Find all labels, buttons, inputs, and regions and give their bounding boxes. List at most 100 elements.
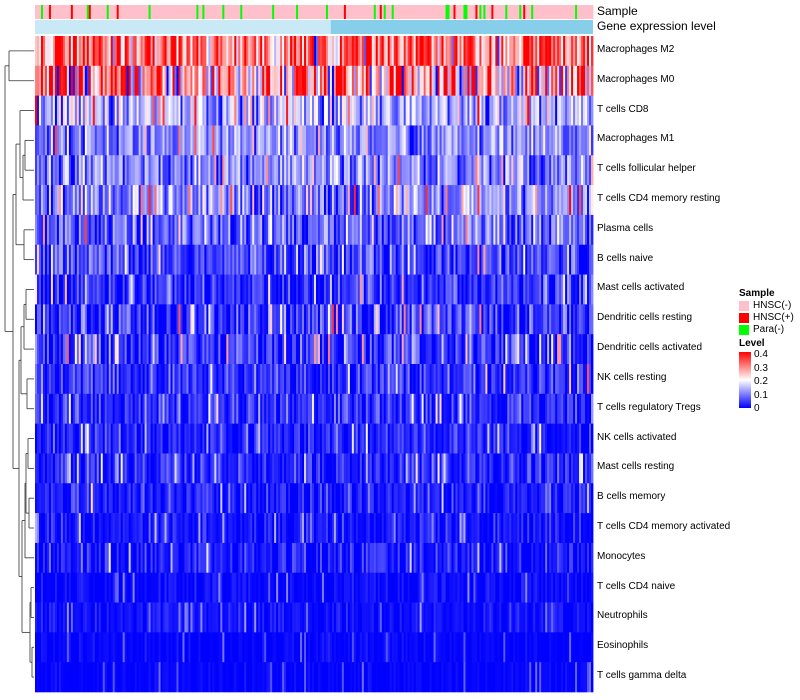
heatmap-cell bbox=[308, 304, 311, 335]
heatmap-cell bbox=[517, 125, 520, 156]
heatmap-cell bbox=[88, 334, 92, 365]
heatmap-cell bbox=[341, 483, 345, 514]
heatmap-cell bbox=[413, 364, 417, 395]
heatmap-cell bbox=[409, 364, 413, 395]
heatmap-cell bbox=[431, 95, 434, 126]
heatmap-cell bbox=[208, 125, 211, 156]
heatmap-cell bbox=[290, 214, 293, 246]
heatmap-cell bbox=[174, 393, 177, 424]
heatmap-cell bbox=[335, 274, 339, 305]
heatmap-cell bbox=[306, 453, 309, 484]
heatmap-cell bbox=[329, 65, 333, 96]
heatmap-cell bbox=[495, 244, 498, 275]
heatmap-cell bbox=[262, 185, 265, 216]
heatmap-cell bbox=[240, 214, 243, 246]
heatmap-cell bbox=[481, 423, 484, 454]
heatmap-cell bbox=[256, 155, 259, 186]
heatmap-cell bbox=[100, 483, 104, 514]
heatmap-cell bbox=[64, 274, 68, 305]
heatmap-cell bbox=[341, 393, 345, 424]
heatmap-cell bbox=[533, 214, 536, 246]
heatmap-cell bbox=[395, 65, 399, 96]
heatmap-cell bbox=[505, 244, 508, 275]
heatmap-cell bbox=[216, 423, 219, 454]
heatmap-cell bbox=[242, 513, 245, 544]
heatmap-cell bbox=[421, 155, 425, 186]
heatmap-cell bbox=[278, 155, 281, 186]
sample-annotation-cell bbox=[244, 5, 247, 19]
sample-annotation-cell bbox=[190, 5, 193, 19]
heatmap-cell bbox=[339, 423, 343, 454]
heatmap-cell bbox=[439, 453, 442, 484]
heatmap-cell bbox=[473, 155, 476, 186]
heatmap-cell bbox=[232, 65, 235, 96]
heatmap-cell bbox=[525, 65, 528, 96]
heatmap-cell bbox=[184, 185, 187, 216]
heatmap-cell bbox=[571, 155, 574, 186]
heatmap-cell bbox=[337, 244, 341, 275]
heatmap-cell bbox=[363, 423, 367, 454]
heatmap-cell bbox=[563, 95, 566, 126]
heatmap-cell bbox=[276, 65, 279, 96]
heatmap-cell bbox=[174, 65, 177, 96]
heatmap-cell bbox=[282, 95, 285, 126]
heatmap-cell bbox=[345, 95, 349, 126]
heatmap-cell bbox=[585, 214, 588, 246]
heatmap-cell bbox=[519, 364, 522, 395]
heatmap-cell bbox=[42, 214, 46, 246]
heatmap-cell bbox=[477, 95, 480, 126]
heatmap-cell bbox=[256, 185, 259, 216]
heatmap-cell bbox=[166, 274, 169, 305]
sample-annotation-cell bbox=[134, 5, 138, 19]
heatmap-cell bbox=[76, 483, 80, 514]
heatmap-cell bbox=[194, 65, 197, 96]
heatmap-cell bbox=[214, 304, 217, 335]
heatmap-cell bbox=[266, 125, 269, 156]
heatmap-cell bbox=[527, 185, 530, 216]
sample-annotation-cell bbox=[294, 5, 297, 19]
heatmap-cell bbox=[238, 185, 241, 216]
heatmap-cell bbox=[347, 155, 351, 186]
heatmap-cell bbox=[62, 483, 66, 514]
heatmap-cell bbox=[371, 155, 375, 186]
heatmap-cell bbox=[363, 274, 367, 305]
heatmap-cell bbox=[575, 155, 578, 186]
heatmap-cell bbox=[214, 334, 217, 365]
heatmap-cell bbox=[503, 95, 506, 126]
heatmap-cell bbox=[120, 95, 124, 126]
heatmap-cell bbox=[339, 304, 343, 335]
heatmap-cell bbox=[64, 125, 68, 156]
heatmap-cell bbox=[158, 244, 161, 275]
heatmap-cell bbox=[138, 393, 142, 424]
heatmap-cell bbox=[551, 185, 554, 216]
heatmap-cell bbox=[112, 513, 116, 544]
heatmap-cell bbox=[317, 334, 321, 365]
heatmap-cell bbox=[551, 393, 554, 424]
heatmap-cell bbox=[256, 304, 259, 335]
heatmap-cell bbox=[379, 334, 383, 365]
heatmap-cell bbox=[108, 214, 112, 246]
heatmap-cell bbox=[579, 185, 582, 216]
sample-annotation-cell bbox=[108, 5, 112, 19]
heatmap-cell bbox=[106, 36, 110, 67]
heatmap-cell bbox=[278, 274, 281, 305]
heatmap-cell bbox=[589, 274, 592, 305]
heatmap-cell bbox=[405, 95, 409, 126]
heatmap-cell bbox=[54, 483, 58, 514]
heatmap-cell bbox=[118, 125, 122, 156]
heatmap-cell bbox=[146, 513, 149, 544]
heatmap-cell bbox=[337, 304, 341, 335]
heatmap-cell bbox=[347, 304, 351, 335]
heatmap-cell bbox=[166, 483, 169, 514]
heatmap-cell bbox=[529, 155, 532, 186]
heatmap-cell bbox=[497, 65, 500, 96]
heatmap-cell bbox=[433, 185, 436, 216]
heatmap-cell bbox=[238, 274, 241, 305]
heatmap-cell bbox=[507, 125, 510, 156]
heatmap-cell bbox=[220, 244, 223, 275]
heatmap-cell bbox=[35, 423, 38, 454]
heatmap-cell bbox=[154, 125, 157, 156]
heatmap-cell bbox=[278, 185, 281, 216]
sample-annotation-cell bbox=[317, 5, 321, 19]
heatmap-cell bbox=[292, 393, 295, 424]
